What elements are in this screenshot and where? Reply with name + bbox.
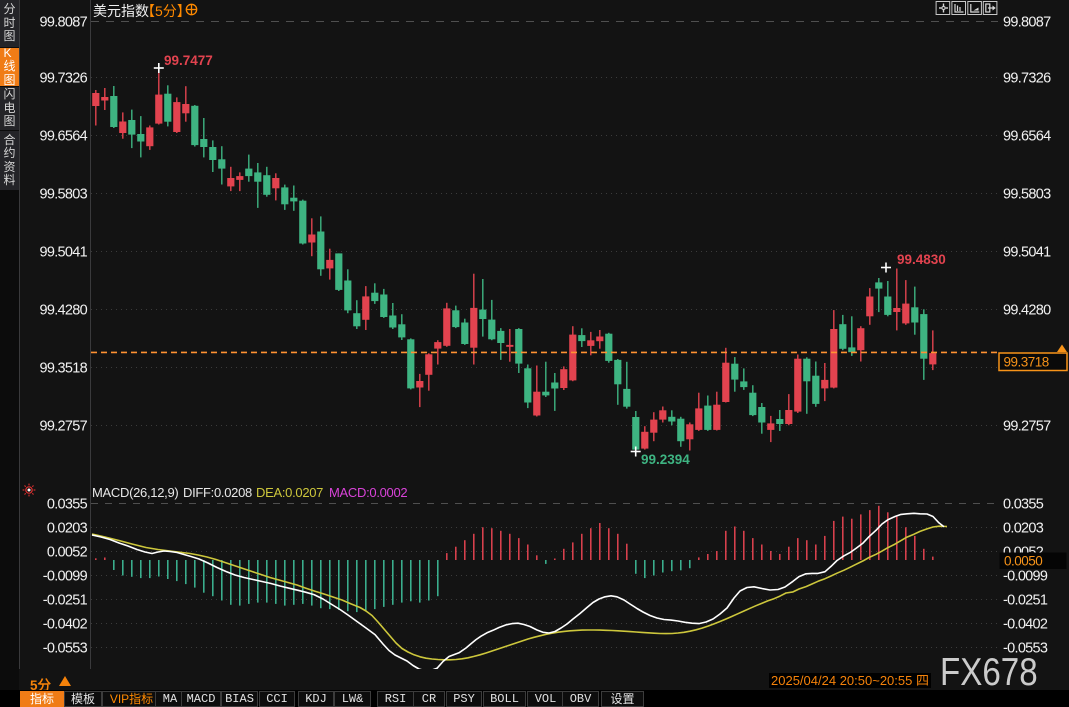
svg-text:99.2757: 99.2757: [39, 419, 87, 435]
svg-text:美元指数: 美元指数: [93, 3, 149, 19]
svg-text:99.2757: 99.2757: [1003, 419, 1051, 435]
svg-text:99.6564: 99.6564: [1003, 129, 1051, 145]
svg-text:0.0050: 0.0050: [1004, 554, 1042, 569]
svg-text:DIFF:0.0208: DIFF:0.0208: [183, 485, 252, 500]
svg-text:99.8087: 99.8087: [39, 15, 87, 31]
svg-text:-0.0099: -0.0099: [1003, 569, 1048, 585]
svg-text:-0.0553: -0.0553: [43, 641, 88, 657]
svg-text:0.0203: 0.0203: [1003, 521, 1044, 537]
svg-text:-0.0251: -0.0251: [1003, 593, 1048, 609]
svg-text:99.5803: 99.5803: [1003, 187, 1051, 203]
svg-text:99.4830: 99.4830: [897, 252, 946, 267]
svg-text:99.4280: 99.4280: [1003, 303, 1051, 319]
svg-text:99.5041: 99.5041: [39, 245, 87, 261]
svg-text:99.2394: 99.2394: [641, 452, 690, 467]
svg-text:-0.0402: -0.0402: [43, 617, 88, 633]
svg-text:99.7326: 99.7326: [1003, 71, 1051, 87]
svg-text:0.0355: 0.0355: [1003, 497, 1044, 513]
svg-text:0.0355: 0.0355: [47, 497, 88, 513]
svg-text:0.0203: 0.0203: [47, 521, 88, 537]
svg-text:-0.0251: -0.0251: [43, 593, 88, 609]
svg-text:-0.0402: -0.0402: [1003, 617, 1048, 633]
svg-text:99.3718: 99.3718: [1004, 355, 1049, 370]
svg-text:99.7477: 99.7477: [164, 53, 213, 68]
svg-text:【5分】: 【5分】: [141, 3, 191, 19]
svg-text:99.8087: 99.8087: [1003, 15, 1051, 31]
svg-text:0.0052: 0.0052: [47, 545, 88, 561]
svg-text:99.5041: 99.5041: [1003, 245, 1051, 261]
svg-text:-0.0099: -0.0099: [43, 569, 88, 585]
svg-text:99.3518: 99.3518: [39, 361, 87, 377]
svg-text:DEA:0.0207: DEA:0.0207: [256, 485, 323, 500]
svg-text:MACD(26,12,9): MACD(26,12,9): [92, 485, 178, 500]
svg-text:99.4280: 99.4280: [39, 303, 87, 319]
svg-text:99.6564: 99.6564: [39, 129, 87, 145]
svg-text:-0.0553: -0.0553: [1003, 641, 1048, 657]
svg-text:99.7326: 99.7326: [39, 71, 87, 87]
svg-text:MACD:0.0002: MACD:0.0002: [329, 485, 407, 500]
svg-text:99.5803: 99.5803: [39, 187, 87, 203]
